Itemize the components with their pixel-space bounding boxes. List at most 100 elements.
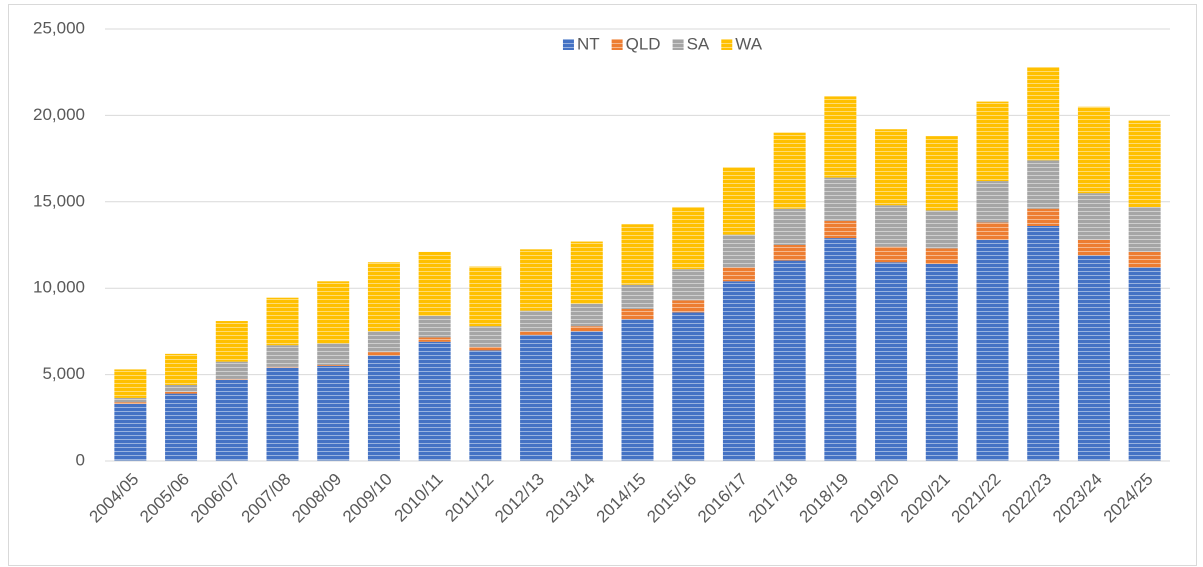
bar-segment — [925, 248, 958, 265]
bar-segment — [621, 319, 654, 461]
bar-segment — [722, 234, 755, 268]
bar-segment — [1027, 208, 1060, 226]
y-tick-label: 5,000 — [42, 364, 85, 383]
bar-segment — [266, 367, 299, 461]
bar-segment — [215, 361, 248, 379]
legend-label: QLD — [626, 34, 661, 53]
bar-segment — [824, 96, 857, 178]
bar-segment — [875, 205, 908, 247]
bar-segment — [165, 353, 198, 385]
bar-segment — [367, 352, 400, 356]
bar-segment — [317, 343, 350, 366]
bar-segment — [469, 350, 502, 461]
bar-segment — [114, 397, 147, 403]
bar-segment — [1077, 255, 1110, 461]
bar-segment — [215, 321, 248, 362]
bar-segment — [1027, 67, 1060, 161]
bar-segment — [976, 101, 1009, 182]
bar-segment — [1077, 106, 1110, 194]
bar-segment — [1128, 267, 1161, 461]
bar-segment — [520, 334, 553, 461]
bar-segment — [672, 206, 705, 270]
bar-segment — [1077, 193, 1110, 240]
bar-segment — [266, 345, 299, 367]
bar-segment — [875, 129, 908, 206]
bar-segment — [773, 260, 806, 461]
bar-segment — [520, 310, 553, 332]
bar-segment — [925, 136, 958, 211]
bar-segment — [621, 308, 654, 320]
y-tick-label: 0 — [76, 450, 85, 469]
bar-segment — [114, 369, 147, 398]
legend-swatch — [611, 39, 623, 50]
bar-segment — [469, 346, 502, 351]
bar-segment — [165, 384, 198, 392]
bar-segment — [165, 393, 198, 461]
legend-label: NT — [577, 34, 600, 53]
bar-segment — [367, 262, 400, 332]
bar-segment — [520, 249, 553, 311]
bar-segment — [317, 365, 350, 461]
bar-segment — [1027, 225, 1060, 461]
bar-segment — [418, 341, 451, 461]
bar-segment — [114, 402, 147, 404]
bar-segment — [875, 262, 908, 461]
bar-segment — [570, 326, 603, 332]
bar-segment — [722, 281, 755, 461]
legend-swatch — [721, 39, 733, 50]
bar-segment — [722, 167, 755, 235]
bar-segment — [875, 246, 908, 263]
legend-label: WA — [735, 34, 762, 53]
bar-segment — [976, 222, 1009, 240]
bar-segment — [824, 238, 857, 461]
bar-segment — [266, 297, 299, 346]
bar-segment — [722, 267, 755, 282]
bar-segment — [925, 264, 958, 461]
bar-segment — [520, 331, 553, 335]
bar-segment — [976, 239, 1009, 461]
bar-segment — [976, 181, 1009, 223]
bar-segment — [215, 378, 248, 380]
y-tick-label: 25,000 — [33, 18, 85, 37]
bar-segment — [165, 391, 198, 394]
bar-segment — [1027, 160, 1060, 209]
bar-segment — [1128, 206, 1161, 252]
bar-segment — [824, 220, 857, 239]
bar-segment — [367, 355, 400, 461]
bar-segment — [570, 303, 603, 327]
bar-segment — [418, 251, 451, 316]
bar-segment — [317, 281, 350, 344]
bar-segment — [570, 241, 603, 304]
legend-label: SA — [687, 34, 710, 53]
y-tick-label: 10,000 — [33, 278, 85, 297]
bar-segment — [317, 365, 350, 366]
bar-segment — [469, 326, 502, 347]
bar-segment — [570, 331, 603, 461]
y-tick-label: 20,000 — [33, 105, 85, 124]
y-tick-label: 15,000 — [33, 191, 85, 210]
bar-segment — [824, 177, 857, 221]
bar-segment — [266, 366, 299, 368]
legend-swatch — [672, 39, 684, 50]
bar-segment — [367, 331, 400, 353]
bar-segment — [418, 315, 451, 338]
bar-segment — [1128, 251, 1161, 268]
bar-segment — [621, 284, 654, 309]
bar-segment — [1128, 120, 1161, 207]
bar-segment — [215, 379, 248, 461]
legend: NT QLD SA WA — [562, 34, 763, 53]
bar-segment — [1077, 239, 1110, 256]
bar-segment — [114, 403, 147, 461]
bar-segment — [773, 132, 806, 209]
bar-segment — [469, 266, 502, 327]
bar-segment — [418, 337, 451, 342]
bar-segment — [672, 312, 705, 461]
bar-segment — [621, 224, 654, 285]
legend-swatch — [562, 39, 574, 50]
bar-segment — [672, 300, 705, 313]
bar-segment — [672, 269, 705, 301]
bar-segment — [925, 210, 958, 249]
bar-segment — [773, 208, 806, 245]
bar-segment — [773, 245, 806, 261]
